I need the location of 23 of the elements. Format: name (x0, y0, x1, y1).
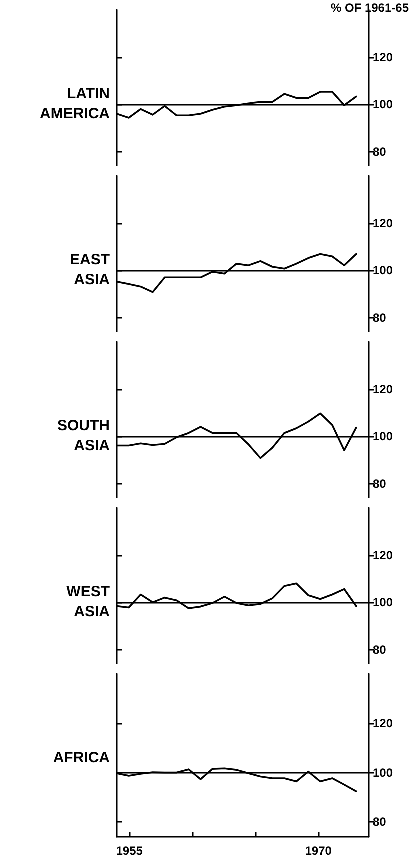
y-tick-label: 100 (373, 430, 394, 444)
y-tick-label: 120 (373, 382, 394, 396)
text: WEST ASIA (66, 584, 110, 620)
text: AFRICA (53, 750, 110, 766)
y-tick-label: 80 (373, 144, 387, 159)
y-tick-label: 80 (373, 642, 387, 657)
text: LATIN AMERICA (40, 86, 110, 122)
y-tick-label: 100 (373, 264, 394, 278)
y-tick-label: 100 (373, 596, 394, 610)
text: SOUTH ASIA (58, 418, 110, 454)
y-tick-label: 120 (373, 716, 394, 730)
y-tick-label: 80 (373, 476, 387, 491)
x-tick-label: 1970 (305, 844, 332, 857)
y-tick-label: 120 (373, 216, 394, 230)
text: EAST ASIA (70, 252, 110, 288)
y-tick-label: 100 (373, 98, 394, 112)
y-tick-label: 80 (373, 815, 387, 830)
y-tick-label: 100 (373, 766, 394, 780)
y-axis-title: % OF 1961-65 (330, 1, 410, 15)
x-tick-label: 1955 (116, 844, 144, 857)
y-tick-label: 120 (373, 50, 394, 64)
y-tick-label: 80 (373, 310, 387, 325)
y-tick-label: 120 (373, 548, 394, 562)
